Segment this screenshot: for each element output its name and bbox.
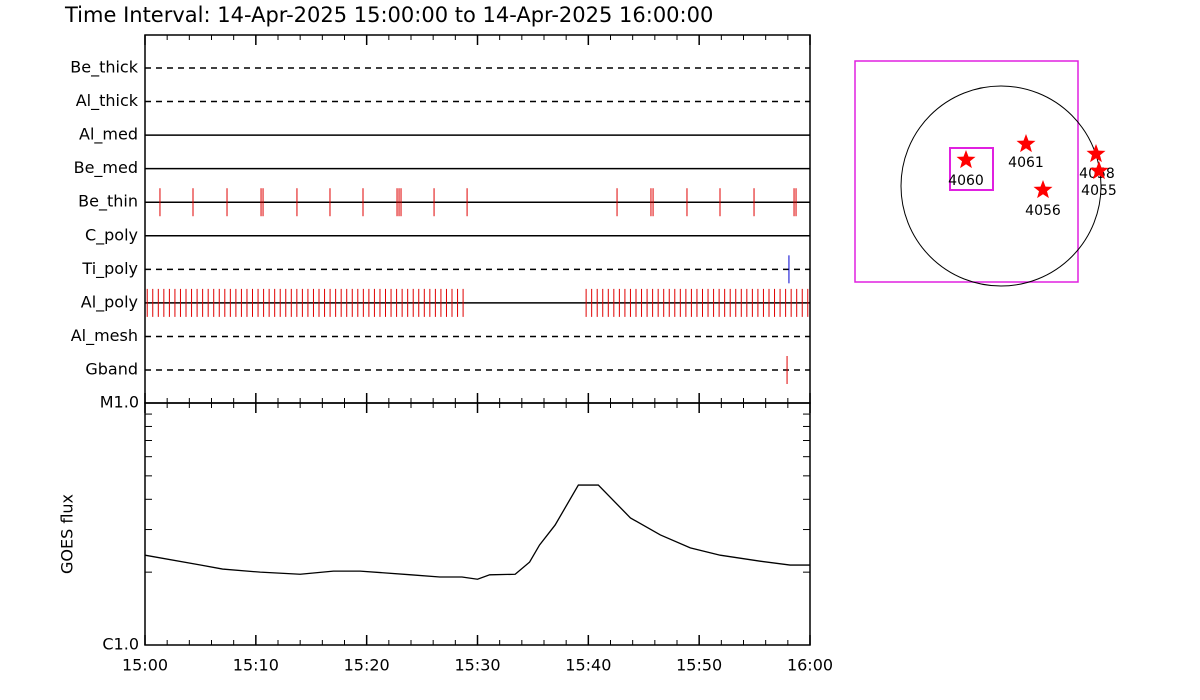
- x-tick-label: 15:50: [676, 656, 722, 675]
- row-label: Al_med: [79, 125, 138, 145]
- flux-line: [144, 484, 810, 580]
- pointing-box: [949, 147, 994, 191]
- region-label: 4056: [1025, 203, 1061, 219]
- region-star: [956, 150, 976, 169]
- solar-disk: [900, 85, 1102, 287]
- region-star: [1016, 134, 1036, 153]
- plot-frame: [144, 402, 811, 646]
- x-tick-label: 15:40: [565, 656, 611, 675]
- row-label: Al_mesh: [71, 326, 138, 346]
- x-tick-label: 15:30: [454, 656, 500, 675]
- row-label: Al_poly: [81, 292, 138, 312]
- plot-frame: [144, 34, 811, 404]
- x-tick-label: 15:00: [122, 656, 168, 675]
- region-star: [1086, 144, 1106, 163]
- field-of-view: [854, 60, 1079, 283]
- row-label: Be_thick: [70, 58, 138, 78]
- region-star: [1033, 180, 1053, 199]
- region-label: 4060: [948, 173, 984, 189]
- row-label: Ti_poly: [81, 259, 138, 279]
- chart-title: Time Interval: 14-Apr-2025 15:00:00 to 1…: [64, 3, 713, 27]
- row-label: Be_thin: [78, 192, 138, 212]
- y-axis-label: GOES flux: [58, 494, 77, 574]
- y-tick-label: M1.0: [100, 393, 139, 412]
- row-label: C_poly: [85, 225, 138, 245]
- x-tick-label: 15:20: [344, 656, 390, 675]
- row-label: Gband: [85, 360, 138, 379]
- row-label: Be_med: [74, 158, 138, 178]
- row-label: Al_thick: [76, 91, 139, 111]
- region-label: 4061: [1008, 155, 1044, 171]
- y-tick-label: C1.0: [102, 635, 139, 654]
- region-label: 4055: [1081, 183, 1117, 199]
- x-tick-label: 15:10: [233, 656, 279, 675]
- region-star: [1089, 161, 1109, 180]
- x-tick-label: 16:00: [787, 656, 833, 675]
